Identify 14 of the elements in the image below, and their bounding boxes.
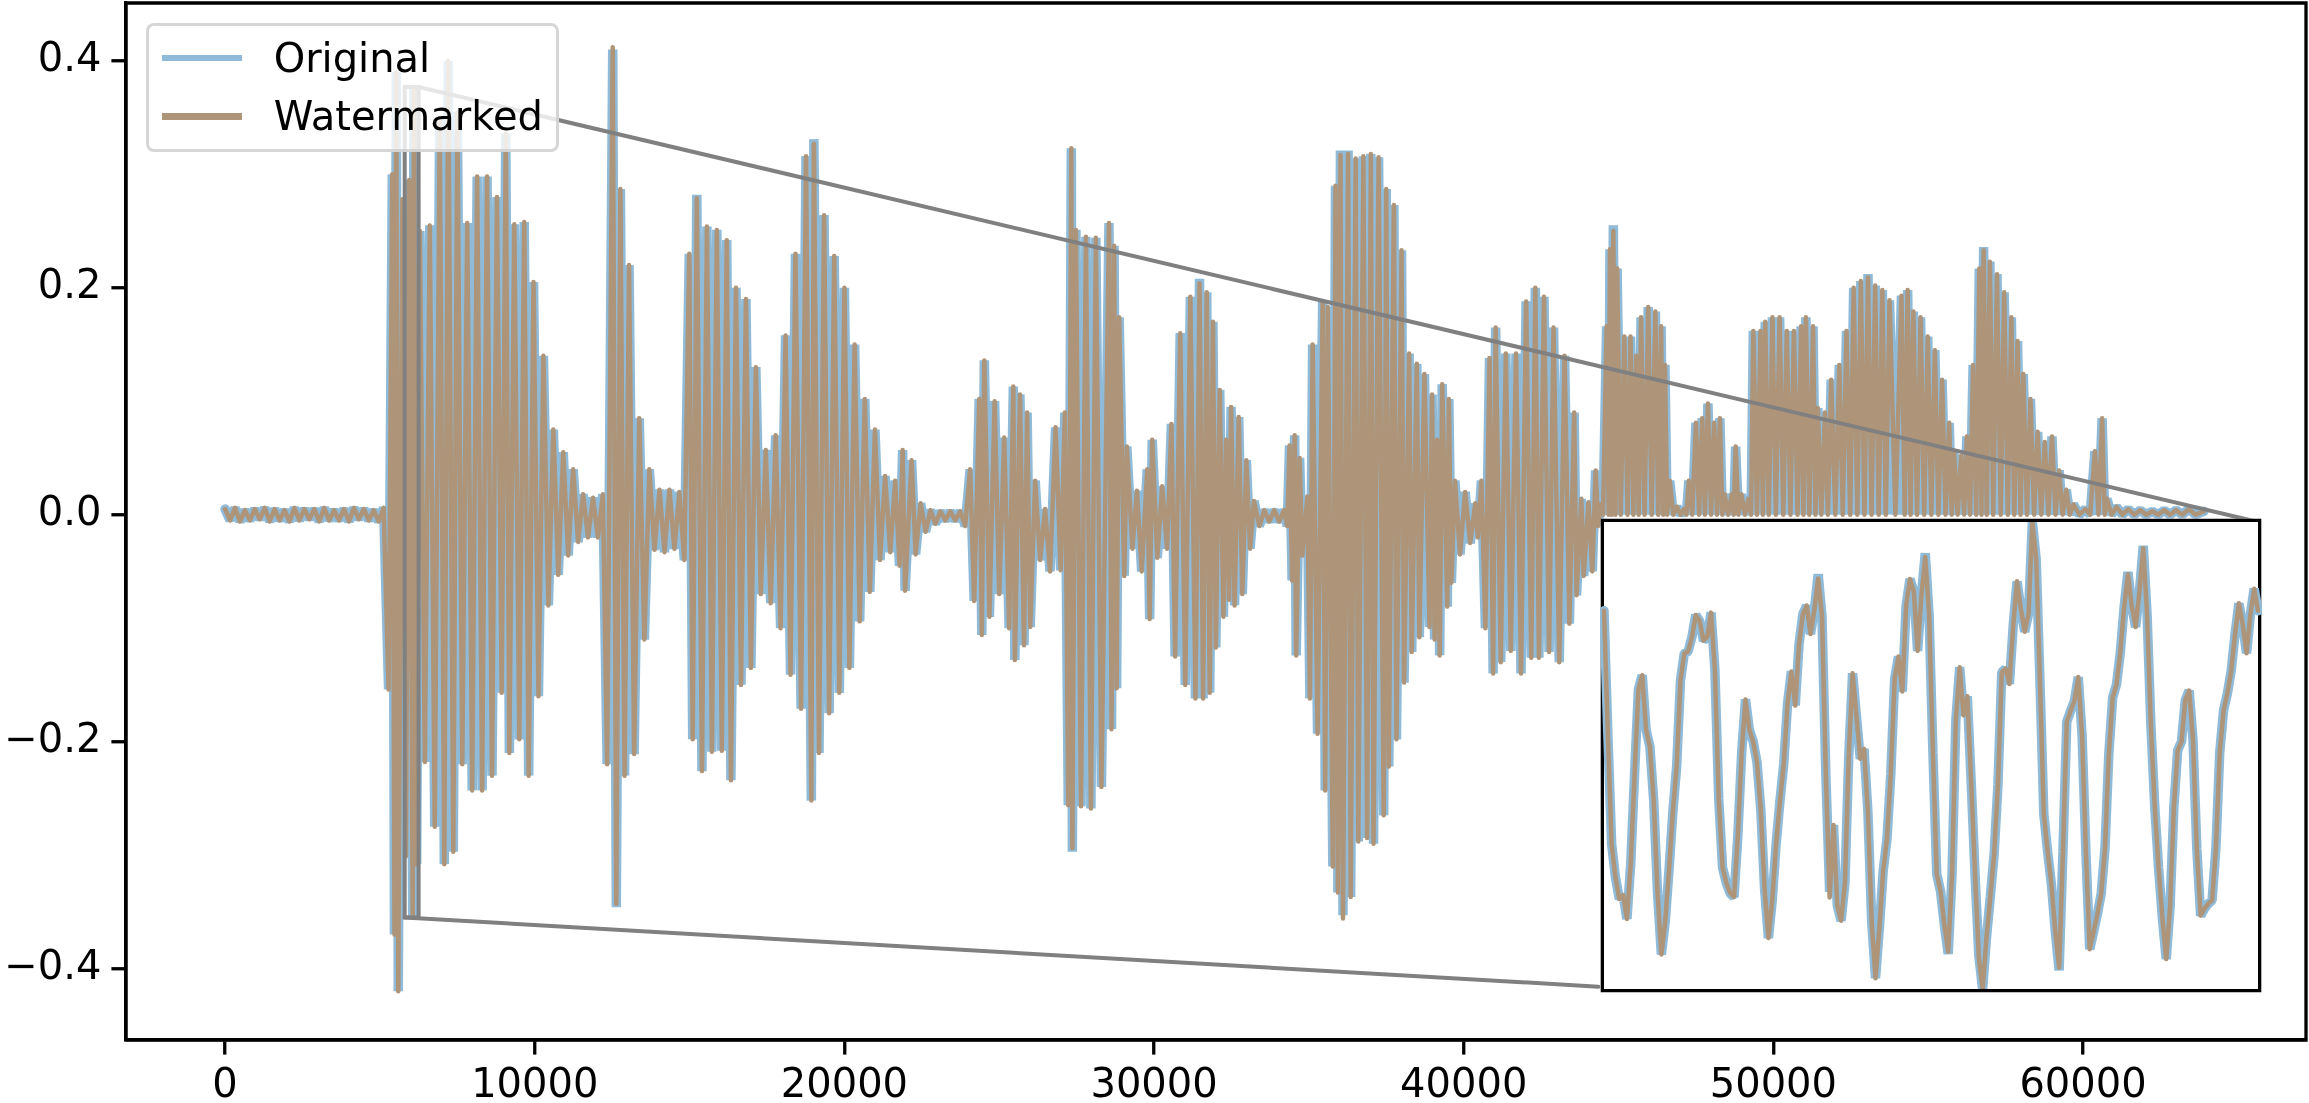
x-tick-label: 60000 <box>2019 1059 2147 1103</box>
y-tick-label: 0.2 <box>37 261 102 308</box>
x-tick-label: 10000 <box>471 1059 599 1103</box>
y-tick-label: 0.4 <box>37 34 102 81</box>
x-tick-label: 30000 <box>1090 1059 1218 1103</box>
legend-label: Original <box>273 34 431 81</box>
x-tick-label: 20000 <box>780 1059 909 1103</box>
x-tick-label: 0 <box>212 1059 238 1103</box>
y-tick-label: −0.4 <box>4 941 102 988</box>
x-tick-label: 40000 <box>1400 1059 1528 1103</box>
legend-label: Watermarked <box>273 93 543 140</box>
x-tick-label: 50000 <box>1709 1059 1838 1103</box>
y-tick-label: 0.0 <box>37 488 102 535</box>
y-tick-label: −0.2 <box>4 715 102 761</box>
